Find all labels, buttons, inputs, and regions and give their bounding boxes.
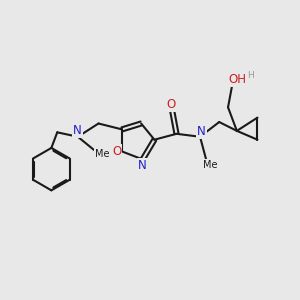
Text: N: N — [197, 125, 206, 138]
Text: N: N — [138, 159, 147, 172]
Text: OH: OH — [229, 73, 247, 86]
Text: O: O — [112, 145, 122, 158]
Text: N: N — [73, 124, 82, 137]
Text: Me: Me — [203, 160, 218, 170]
Text: O: O — [166, 98, 175, 111]
Text: Me: Me — [95, 148, 109, 158]
Text: H: H — [247, 71, 254, 80]
